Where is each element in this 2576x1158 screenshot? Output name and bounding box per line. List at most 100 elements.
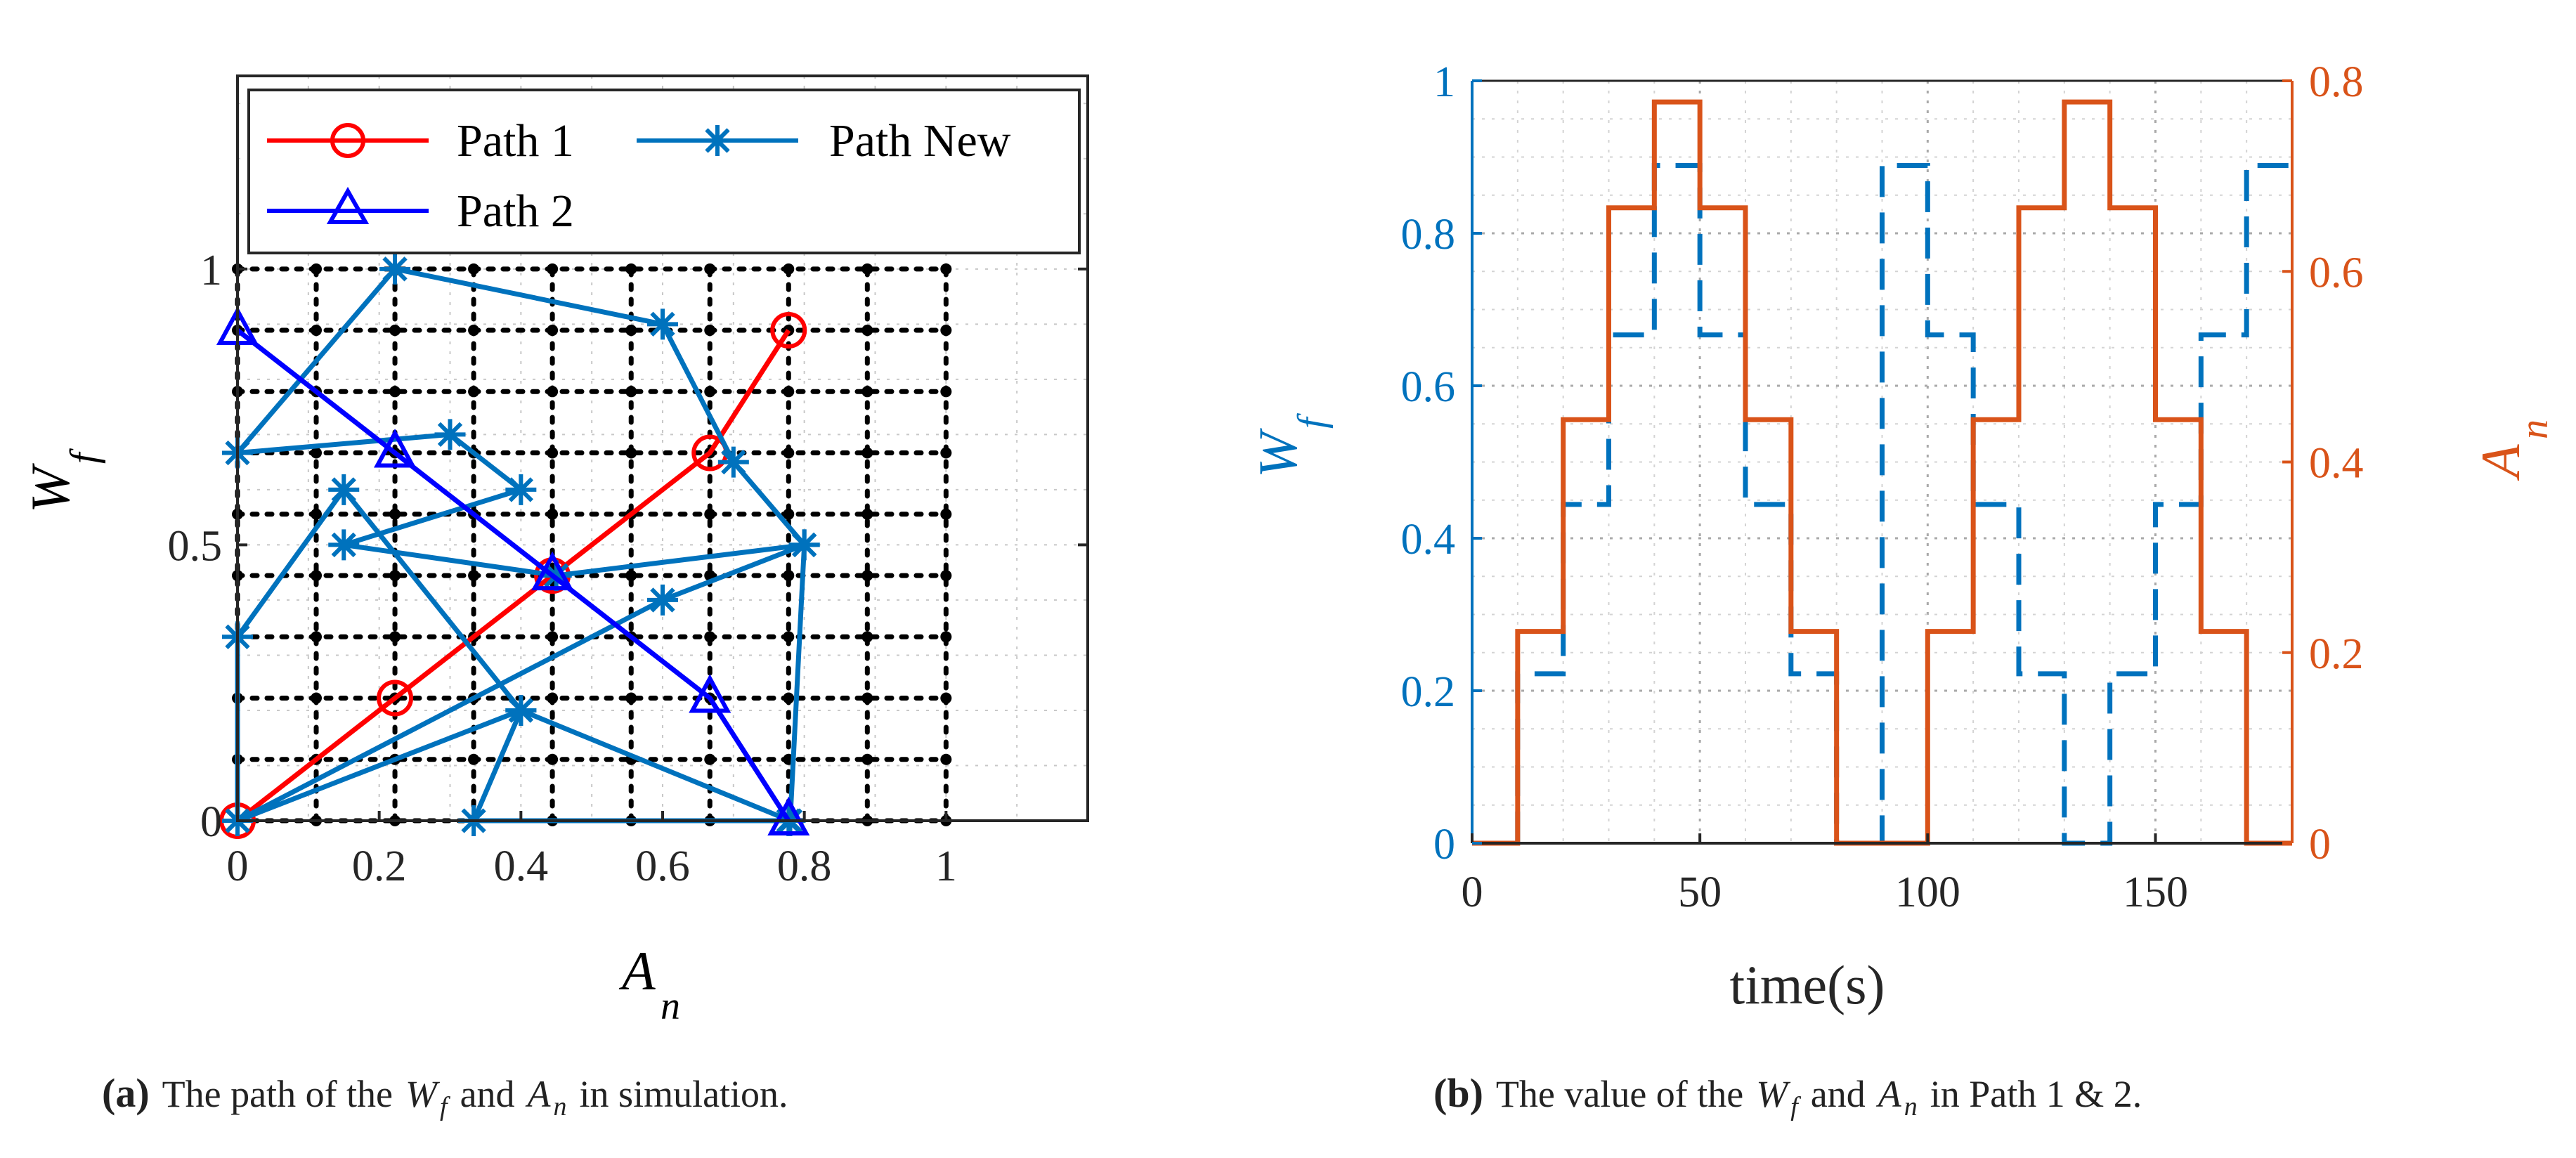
y-right-tick-label: 0.2 bbox=[2309, 630, 2364, 678]
grid-point bbox=[940, 325, 952, 337]
y-axis-label-left-b: W bbox=[1247, 428, 1308, 478]
grid-point bbox=[547, 631, 559, 643]
marker-star bbox=[328, 474, 360, 505]
caption-b-sym-2-sub: n bbox=[1904, 1092, 1918, 1121]
grid-point bbox=[861, 570, 873, 582]
x-axis-label-sub-a: n bbox=[661, 984, 680, 1028]
x-tick-label: 0 bbox=[227, 843, 249, 890]
marker-star bbox=[505, 474, 537, 505]
y-left-tick-label: 0 bbox=[1433, 821, 1455, 868]
caption-b-sym-1: W bbox=[1756, 1073, 1791, 1115]
svg-text:(b) The value of the: (b) The value of the W f and A n in Path… bbox=[1433, 1070, 2142, 1121]
grid-point bbox=[783, 570, 795, 582]
grid-point bbox=[861, 692, 873, 704]
y-axis-label-a: W bbox=[20, 463, 81, 513]
chart-a: 0 0.2 0.4 0.6 0.8 1 0 0.5 1 Path 1 Path New Path… bbox=[20, 74, 1089, 1028]
y-axis-label-group-a: W f bbox=[20, 448, 106, 513]
svg-text:(a) The path of the: (a) The path of the W f and A n in simul… bbox=[102, 1070, 788, 1121]
y-axis-label-left-group-b: W f bbox=[1247, 412, 1334, 478]
caption-a-sym-2-sub: n bbox=[554, 1092, 567, 1121]
grid-point bbox=[704, 631, 716, 643]
grid-point bbox=[468, 386, 480, 398]
marker-star bbox=[647, 584, 678, 616]
grid-point bbox=[704, 753, 716, 765]
x-tick-label: 0.6 bbox=[635, 843, 690, 890]
y-axis-label-right-b: A bbox=[2470, 444, 2531, 481]
caption-b-text-1: The value of the bbox=[1496, 1073, 1743, 1115]
y-axis-label-sub-a: f bbox=[63, 448, 106, 464]
y-axis-label-right-group-b: A n bbox=[2470, 419, 2556, 481]
grid-point bbox=[468, 263, 480, 275]
y-tick-label: 1 bbox=[200, 247, 222, 294]
y-right-tick-label: 0.8 bbox=[2309, 58, 2364, 106]
caption-b-text-3: in Path 1 & 2. bbox=[1930, 1073, 2142, 1115]
y-right-tick-label: 0.4 bbox=[2309, 440, 2364, 488]
y-axis-label-left-sub-b: f bbox=[1290, 412, 1334, 429]
grid-point bbox=[704, 508, 716, 520]
series-group-b bbox=[1472, 99, 2292, 846]
marker-star bbox=[647, 308, 678, 340]
x-tick-label: 1 bbox=[935, 843, 957, 890]
caption-a-label: (a) bbox=[102, 1070, 150, 1116]
x-tick-label: 50 bbox=[1678, 868, 1722, 916]
ticks-a: 0 0.2 0.4 0.6 0.8 1 0 0.5 1 bbox=[168, 247, 1088, 890]
grid-point bbox=[783, 631, 795, 643]
grid-point bbox=[861, 631, 873, 643]
grid-point bbox=[389, 508, 401, 520]
x-axis-label-a: A bbox=[618, 940, 656, 1001]
legend-label-path2: Path 2 bbox=[457, 186, 574, 237]
marker-star bbox=[434, 419, 466, 450]
grid-point bbox=[704, 325, 716, 337]
y-left-tick-label: 0.4 bbox=[1401, 516, 1456, 564]
grid-point bbox=[311, 263, 323, 275]
grid-point bbox=[625, 325, 637, 337]
marker-triangle bbox=[689, 674, 731, 713]
grid-point bbox=[940, 631, 952, 643]
legend-marker-pathnew bbox=[702, 125, 733, 156]
grid-point bbox=[783, 263, 795, 275]
marker-star bbox=[379, 253, 411, 285]
chart-b: 0 50 100 150 0 0.2 0.4 0.6 0.8 1 0 0.2 0.4 0.6 0.8 tim… bbox=[1247, 58, 2556, 1015]
x-axis-label-b: time(s) bbox=[1730, 954, 1885, 1015]
grid-point bbox=[940, 692, 952, 704]
grid-point bbox=[783, 447, 795, 459]
grid-point bbox=[311, 692, 323, 704]
x-tick-label: 0 bbox=[1462, 868, 1483, 916]
grid-point bbox=[547, 263, 559, 275]
caption-a-text-3: in simulation. bbox=[580, 1073, 788, 1115]
grid-point bbox=[389, 325, 401, 337]
legend-box bbox=[247, 89, 1081, 254]
grid-point bbox=[625, 386, 637, 398]
grid-point bbox=[940, 447, 952, 459]
grid-point bbox=[311, 447, 323, 459]
marker-triangle bbox=[531, 551, 574, 591]
grid-point bbox=[940, 386, 952, 398]
y-tick-label: 0 bbox=[200, 798, 222, 846]
caption-a-sym-1: W bbox=[405, 1073, 441, 1115]
marker-star bbox=[505, 694, 537, 726]
y-axis-label-right-sub-b: n bbox=[2513, 419, 2556, 439]
x-tick-label: 150 bbox=[2123, 868, 2188, 916]
y-right-tick-label: 0 bbox=[2309, 821, 2331, 868]
caption-a-text-1: The path of the bbox=[162, 1073, 393, 1115]
grid-point bbox=[783, 508, 795, 520]
caption-b-text-2: and bbox=[1811, 1073, 1866, 1115]
x-tick-label: 0.2 bbox=[352, 843, 407, 890]
caption-a-sym-1-sub: f bbox=[440, 1092, 450, 1121]
grid-point bbox=[783, 386, 795, 398]
grid-point bbox=[547, 508, 559, 520]
grid-point bbox=[547, 692, 559, 704]
series-line-path-2 bbox=[235, 328, 791, 822]
grid-point bbox=[547, 447, 559, 459]
legend-a: Path 1 Path New Path 2 bbox=[247, 89, 1081, 254]
grid-point bbox=[940, 263, 952, 275]
grid-point bbox=[940, 570, 952, 582]
y-left-tick-label: 0.6 bbox=[1401, 363, 1456, 411]
grid-point bbox=[861, 263, 873, 275]
grid-point bbox=[311, 631, 323, 643]
x-tick-label: 100 bbox=[1895, 868, 1960, 916]
grid-point bbox=[704, 263, 716, 275]
y-right-tick-label: 0.6 bbox=[2309, 249, 2364, 297]
caption-b-label: (b) bbox=[1433, 1070, 1483, 1116]
